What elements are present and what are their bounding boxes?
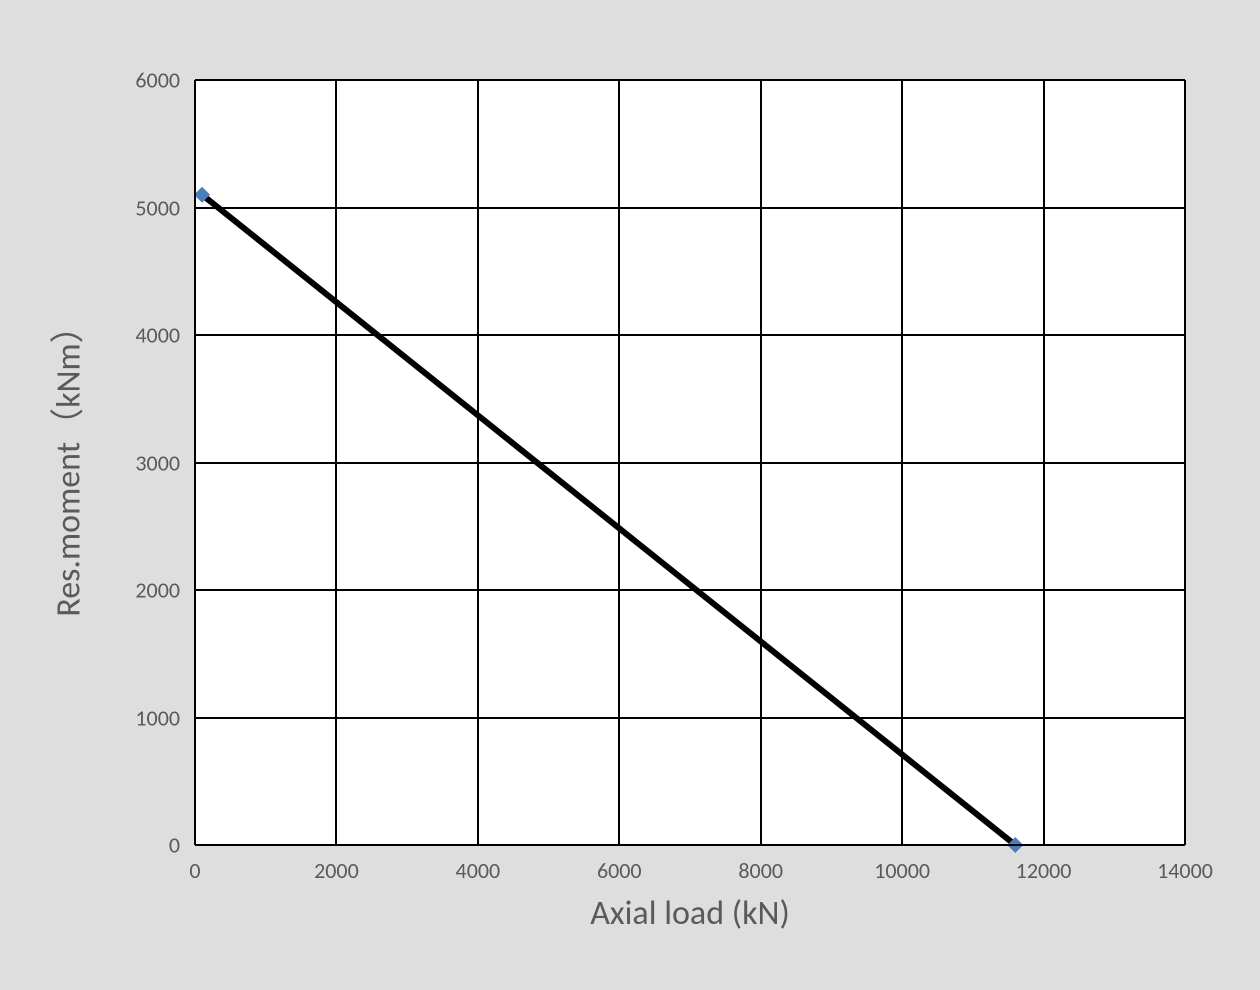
y-tick-label: 1000	[125, 704, 180, 731]
y-axis-label: Res.moment（kNm）	[41, 309, 90, 616]
gridline-horizontal	[195, 717, 1185, 719]
x-tick-label: 4000	[456, 857, 501, 884]
plot-border	[1184, 80, 1186, 845]
plot-border	[194, 80, 196, 845]
gridline-horizontal	[195, 589, 1185, 591]
chart-canvas: Axial load (kN) Res.moment（kNm） 0 2000 400…	[0, 0, 1260, 990]
x-tick-label: 14000	[1157, 857, 1213, 884]
gridline-horizontal	[195, 334, 1185, 336]
series-line	[202, 195, 1015, 845]
gridline-horizontal	[195, 207, 1185, 209]
x-axis-label: Axial load (kN)	[590, 893, 790, 934]
x-tick-label: 0	[189, 857, 200, 884]
x-tick-label: 2000	[314, 857, 359, 884]
y-tick-label: 4000	[125, 322, 180, 349]
chart-svg	[0, 0, 1260, 990]
x-tick-label: 8000	[738, 857, 783, 884]
plot-border	[195, 844, 1185, 846]
y-tick-label: 6000	[125, 67, 180, 94]
x-tick-label: 10000	[874, 857, 930, 884]
x-tick-label: 12000	[1016, 857, 1072, 884]
x-tick-label: 6000	[597, 857, 642, 884]
y-tick-label: 0	[125, 832, 180, 859]
y-tick-label: 3000	[125, 449, 180, 476]
y-tick-label: 5000	[125, 194, 180, 221]
gridline-horizontal	[195, 462, 1185, 464]
y-tick-label: 2000	[125, 577, 180, 604]
plot-border	[195, 79, 1185, 81]
